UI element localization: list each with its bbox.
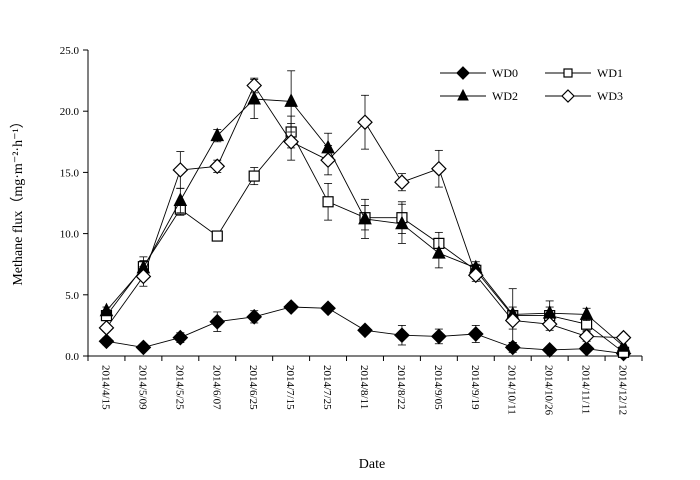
data-point-wd3 [504, 312, 521, 329]
legend-item-wd3: WD3 [545, 89, 623, 103]
y-tick-label: 25.0 [60, 45, 80, 57]
data-point-wd0 [541, 342, 558, 358]
data-point-wd0 [578, 340, 595, 357]
x-tick-label: 2014/7/25 [321, 365, 333, 410]
legend: WD0 WD1 WD2 WD3 [440, 66, 623, 103]
data-point-wd2 [358, 210, 372, 225]
legend-marker-wd2 [457, 88, 469, 101]
data-point-wd3 [209, 158, 226, 175]
data-point-wd0 [320, 300, 336, 317]
x-tick-label: 2014/10/26 [543, 365, 555, 416]
legend-marker-wd3 [561, 89, 575, 103]
x-axis-title: Date [359, 457, 385, 472]
data-point-wd1 [211, 230, 223, 242]
data-point-wd0 [135, 339, 152, 356]
data-point-wd3 [615, 329, 632, 346]
data-point-wd0 [467, 326, 484, 342]
data-point-wd3 [467, 267, 484, 284]
x-tick-label: 2014/6/25 [247, 365, 259, 410]
y-tick-label: 10.0 [60, 229, 80, 241]
data-point-wd2 [284, 93, 298, 107]
y-tick-label: 20.0 [60, 106, 80, 118]
x-tick-label: 2014/7/15 [284, 365, 296, 410]
data-point-wd1 [322, 196, 334, 208]
x-tick-label: 2014/6/07 [210, 365, 222, 410]
data-point-wd0 [504, 339, 521, 356]
y-tick-label: 0.0 [65, 351, 79, 363]
x-tick-label: 2014/8/22 [395, 365, 407, 410]
legend-label-wd0: WD0 [492, 66, 518, 80]
data-point-wd0 [283, 299, 299, 315]
legend-label-wd3: WD3 [597, 89, 623, 103]
data-point-wd2 [579, 306, 594, 320]
series-layer [98, 70, 632, 362]
data-point-wd0 [431, 328, 447, 345]
y-tick-label: 5.0 [65, 290, 79, 302]
data-point-wd0 [98, 333, 115, 350]
legend-item-wd1: WD1 [545, 66, 623, 80]
data-point-wd3 [135, 268, 152, 285]
series-wd3 [98, 77, 632, 346]
legend-item-wd2: WD2 [440, 88, 518, 103]
data-point-wd3 [283, 133, 299, 150]
legend-label-wd2: WD2 [492, 89, 518, 103]
data-point-wd3 [357, 114, 373, 131]
x-tick-label: 2014/8/11 [358, 365, 370, 409]
x-tick-label: 2014/9/05 [432, 365, 444, 410]
data-point-wd2 [173, 192, 188, 207]
data-point-wd3 [578, 328, 595, 345]
x-tick-label: 2014/10/11 [506, 365, 518, 415]
data-point-wd2 [432, 245, 446, 259]
legend-marker-wd1 [563, 68, 573, 78]
legend-marker-wd0 [456, 66, 470, 80]
data-point-wd0 [172, 329, 189, 346]
legend-item-wd0: WD0 [440, 66, 518, 80]
data-point-wd2 [99, 302, 114, 317]
data-point-wd1 [248, 170, 260, 182]
data-point-wd3 [394, 174, 410, 191]
legend-label-wd1: WD1 [597, 66, 623, 80]
x-tick-label: 2014/5/25 [173, 365, 185, 410]
data-point-wd3 [172, 162, 189, 178]
axes-layer: 0.0 5.0 10.0 15.0 20.0 25.0 2014/4/15 2014/5/09… [60, 45, 643, 416]
data-point-wd0 [357, 322, 373, 339]
series-wd0 [98, 299, 632, 362]
data-point-wd2 [247, 90, 262, 105]
data-point-wd3 [431, 160, 447, 177]
data-point-wd2 [395, 215, 409, 230]
data-point-wd0 [394, 327, 410, 344]
data-point-wd3 [320, 152, 336, 169]
y-tick-label: 15.0 [60, 167, 80, 179]
x-tick-label: 2014/11/11 [580, 365, 592, 414]
data-point-wd2 [210, 127, 225, 142]
x-tick-label: 2014/5/09 [136, 365, 148, 410]
x-tick-label: 2014/9/19 [469, 365, 481, 410]
x-tick-label: 2014/12/12 [617, 365, 629, 415]
data-point-wd0 [246, 308, 263, 325]
y-axis-title: Methane flux（mg·m⁻²·h⁻¹） [10, 114, 26, 285]
data-point-wd3 [98, 319, 115, 336]
data-point-wd3 [541, 316, 558, 333]
data-point-wd3 [246, 77, 263, 94]
data-point-wd0 [209, 313, 226, 330]
x-tick-label: 2014/4/15 [99, 365, 111, 410]
